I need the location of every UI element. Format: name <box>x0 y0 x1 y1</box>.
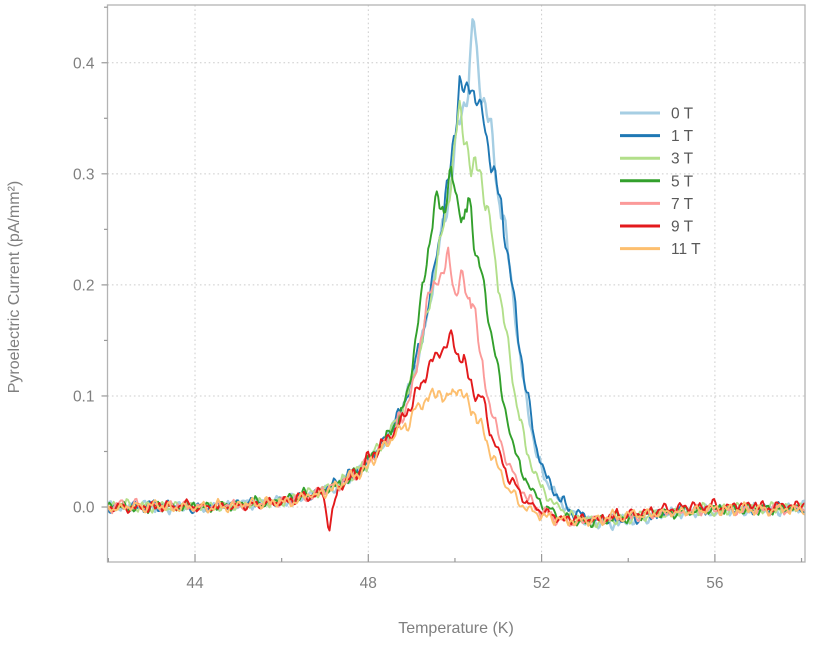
y-tick-label: 0.1 <box>73 388 95 405</box>
x-tick-label: 52 <box>533 575 550 592</box>
x-axis-title: Temperature (K) <box>398 620 514 637</box>
legend-item-1t: 1 T <box>620 128 694 145</box>
legend-label: 3 T <box>671 151 694 168</box>
legend-label: 1 T <box>671 128 694 145</box>
legend-item-11t: 11 T <box>620 241 701 258</box>
series-line-9t <box>107 329 805 532</box>
series-line-11t <box>107 387 805 527</box>
series-line-0t <box>107 18 805 531</box>
series-line-5t <box>107 165 805 529</box>
legend-item-7t: 7 T <box>620 196 694 213</box>
series-lines <box>107 18 805 532</box>
x-tick-label: 56 <box>706 575 723 592</box>
legend-label: 11 T <box>671 241 701 258</box>
y-tick-label: 0.3 <box>73 166 95 183</box>
y-axis-title: Pyroelectric Current (pA/mm²) <box>6 181 23 393</box>
x-tick-label: 48 <box>360 575 377 592</box>
legend: 0 T 1 T 3 T 5 T 7 T 9 T 11 T <box>620 106 701 258</box>
legend-label: 0 T <box>671 106 694 123</box>
legend-item-9t: 9 T <box>620 219 694 236</box>
x-tick-label: 44 <box>186 575 204 592</box>
y-tick-label: 0.0 <box>73 500 95 517</box>
axis-ticks <box>101 6 803 562</box>
series-line-7t <box>107 246 805 527</box>
legend-label: 5 T <box>671 173 694 190</box>
series-line-3t <box>107 99 805 529</box>
legend-label: 7 T <box>671 196 694 213</box>
legend-item-3t: 3 T <box>620 151 694 168</box>
legend-label: 9 T <box>671 219 694 236</box>
y-tick-label: 0.2 <box>73 277 95 294</box>
legend-item-0t: 0 T <box>620 106 694 123</box>
legend-item-5t: 5 T <box>620 173 694 190</box>
gridlines <box>107 5 805 562</box>
y-tick-label: 0.4 <box>73 55 95 72</box>
plot-frame <box>106 4 806 563</box>
